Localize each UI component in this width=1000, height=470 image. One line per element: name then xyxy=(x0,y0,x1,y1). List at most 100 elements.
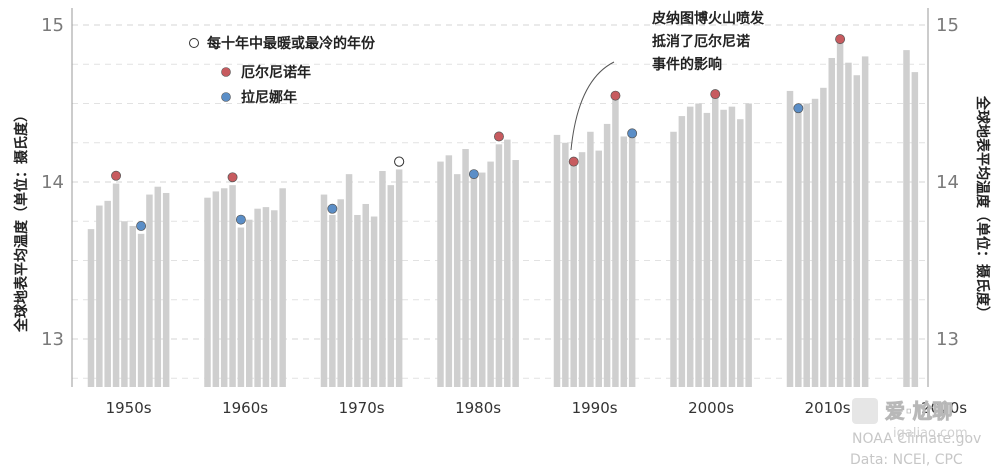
watermark: 爱·尬聊 igaliao.com xyxy=(852,398,968,441)
watermark-url: igaliao.com xyxy=(893,426,968,441)
legend-marker-elnino xyxy=(221,67,231,77)
bar-1972 xyxy=(337,199,344,387)
bar-1961 xyxy=(212,191,220,387)
bar-1971 xyxy=(329,214,336,387)
bar-2000 xyxy=(670,131,677,387)
bar-1963 xyxy=(229,185,236,387)
bar-1998 xyxy=(620,136,628,387)
bar-2009 xyxy=(745,103,752,387)
marker-lanina-1971 xyxy=(327,203,338,214)
bar-2005 xyxy=(712,95,719,388)
marker-elnino-1953 xyxy=(111,170,122,181)
bar-1959 xyxy=(162,192,170,387)
left-y-tick-label: 13 xyxy=(41,329,64,350)
legend-label-elnino: 厄尔尼诺年 xyxy=(241,64,311,81)
bar-1982 xyxy=(453,174,461,387)
bar-1964 xyxy=(237,227,245,387)
bar-2020 xyxy=(903,50,910,388)
bar-1989 xyxy=(512,160,519,387)
bar-1973 xyxy=(345,174,353,387)
bar-2001 xyxy=(678,116,686,387)
bar-2002 xyxy=(686,106,694,387)
legend-marker-lanina xyxy=(221,92,231,102)
bar-1954 xyxy=(121,221,128,387)
bar-1990 xyxy=(553,134,561,387)
bar-2004 xyxy=(703,112,711,388)
bar-1978 xyxy=(387,185,395,387)
x-decade-label: 1970s xyxy=(339,399,385,417)
bar-2014 xyxy=(820,87,827,388)
watermark-title: 爱·尬聊 xyxy=(885,399,953,423)
left-y-axis-label: 全球地表平均温度（单位：摄氏度） xyxy=(13,108,30,333)
bar-2011 xyxy=(795,109,802,387)
bar-1970 xyxy=(320,194,328,387)
bar-1983 xyxy=(462,149,469,387)
data-source-label: Data: NCEI, CPC xyxy=(850,452,963,468)
bar-1997 xyxy=(612,97,619,387)
legend-label-extreme: 每十年中最暖或最冷的年份 xyxy=(207,35,376,52)
bar-2007 xyxy=(728,106,736,387)
legend: 每十年中最暖或最冷的年份 厄尔尼诺年 拉尼娜年 xyxy=(189,35,376,106)
right-y-axis-label: 全球地表平均温度（单位：摄氏度） xyxy=(974,95,991,320)
x-decade-label: 1990s xyxy=(572,399,618,417)
bar-1988 xyxy=(504,139,511,387)
bar-1966 xyxy=(254,208,261,387)
bar-1951 xyxy=(96,205,103,387)
bar-1996 xyxy=(603,123,611,387)
bar-1969 xyxy=(279,188,286,387)
marker-elnino-2005 xyxy=(710,89,721,100)
bar-2013 xyxy=(811,98,819,387)
bar-1953 xyxy=(112,183,120,387)
bar-1957 xyxy=(146,194,153,387)
bar-2018 xyxy=(853,75,861,388)
bar-1991 xyxy=(562,142,569,387)
marker-extreme-1979 xyxy=(394,156,405,167)
marker-lanina-2011 xyxy=(793,103,804,114)
bar-1980 xyxy=(437,161,444,387)
bar-1955 xyxy=(129,225,136,387)
bar-2008 xyxy=(737,119,744,387)
bar-1965 xyxy=(246,219,253,387)
bar-1967 xyxy=(262,207,270,387)
bar-2006 xyxy=(720,109,727,387)
annotation-line-2: 抵消了厄尔尼诺 xyxy=(652,33,750,50)
right-y-tick-label: 15 xyxy=(936,15,959,36)
bar-1981 xyxy=(445,155,453,387)
pinatubo-annotation: 皮纳图博火山喷发 抵消了厄尔尼诺 事件的影响 xyxy=(570,10,765,151)
left-y-tick-label: 15 xyxy=(41,15,64,36)
marker-elnino-1997 xyxy=(610,90,621,101)
x-decade-label: 2010s xyxy=(805,399,851,417)
annotation-leader-line xyxy=(570,61,615,151)
bar-1960 xyxy=(204,197,211,387)
x-decade-label: 2020s xyxy=(921,399,967,417)
bar-1994 xyxy=(587,131,594,387)
bar-1986 xyxy=(487,161,494,387)
legend-marker-extreme xyxy=(189,38,199,48)
bar-2017 xyxy=(845,62,852,388)
legend-label-lanina: 拉尼娜年 xyxy=(241,89,297,106)
bar-2003 xyxy=(695,103,702,387)
bar-1992 xyxy=(570,161,577,387)
bar-2019 xyxy=(861,56,869,388)
bar-1985 xyxy=(479,172,486,387)
x-decade-label: 1960s xyxy=(222,399,268,417)
axes: 13 13 14 14 15 15 1950s 1960s 1970s 1980s 1990s 200… xyxy=(41,8,967,417)
x-decade-label: 1980s xyxy=(455,399,501,417)
bar-1975 xyxy=(362,203,369,387)
noaa-logo-text: NOAA Climate.gov xyxy=(852,431,981,447)
bar-1979 xyxy=(395,169,403,387)
bar-1999 xyxy=(628,136,636,387)
annotation-line-3: 事件的影响 xyxy=(652,56,722,73)
bar-2010 xyxy=(786,90,794,387)
bar-1984 xyxy=(470,175,478,387)
bar-1956 xyxy=(137,233,145,387)
marker-elnino-1987 xyxy=(494,131,504,142)
watermark-logo-mark xyxy=(852,398,878,424)
bar-1976 xyxy=(370,216,378,387)
annotation-line-1: 皮纳图博火山喷发 xyxy=(651,10,765,27)
bar-1977 xyxy=(379,171,386,387)
bar-2015 xyxy=(828,57,835,387)
bar-1987 xyxy=(495,144,503,387)
x-decade-label: 2000s xyxy=(688,399,734,417)
